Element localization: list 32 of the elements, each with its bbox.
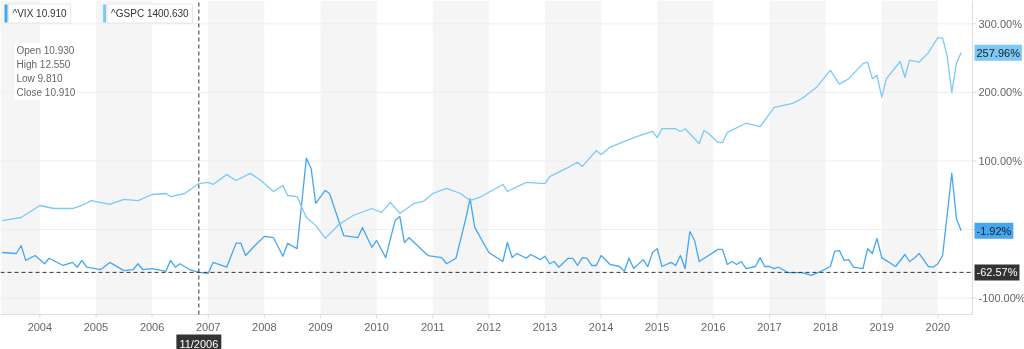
x-tick-label: 2011 [420, 320, 445, 333]
line-series [1, 36, 962, 240]
x-tick-label: 2019 [869, 320, 894, 333]
x-tick-label: 2017 [757, 320, 782, 333]
legend-label: ^VIX 10.910 [12, 8, 68, 19]
x-tick-label: 2013 [532, 320, 558, 333]
y-tick-label: 200.00% [978, 86, 1023, 99]
ref-line-label: -62.57% [976, 266, 1018, 279]
y-tick-label: 100.00% [978, 154, 1023, 167]
annotation: Close 10.910 [16, 87, 76, 98]
x-tick-label: 2004 [27, 320, 53, 333]
annotation: Low 9.810 [16, 73, 64, 84]
x-tick-label: 2010 [364, 320, 389, 333]
x-tick-label: 2015 [644, 320, 670, 333]
annotation: High 12.550 [16, 59, 71, 70]
x-tick-label: 2006 [139, 320, 165, 333]
x-tick-label: 2020 [925, 320, 951, 333]
annotation: -1.92% [976, 224, 1012, 237]
line-series [1, 157, 962, 277]
x-tick-label: 2009 [308, 320, 333, 333]
x-tick-label: 2007 [196, 320, 221, 333]
x-tick-label: 2018 [813, 320, 838, 333]
annotation: 257.96% [976, 46, 1021, 59]
ref-line-label: 11/2006 [179, 337, 219, 349]
x-tick-label: 2016 [701, 320, 726, 333]
x-tick-label: 2012 [476, 320, 502, 333]
x-tick-label: 2014 [588, 320, 614, 333]
x-tick-label: 2005 [83, 320, 109, 333]
y-tick-label: 300.00% [978, 17, 1023, 30]
legend-label: ^GSPC 1400.630 [111, 8, 190, 19]
annotation: Open 10.930 [16, 45, 75, 56]
x-tick-label: 2008 [252, 320, 277, 333]
